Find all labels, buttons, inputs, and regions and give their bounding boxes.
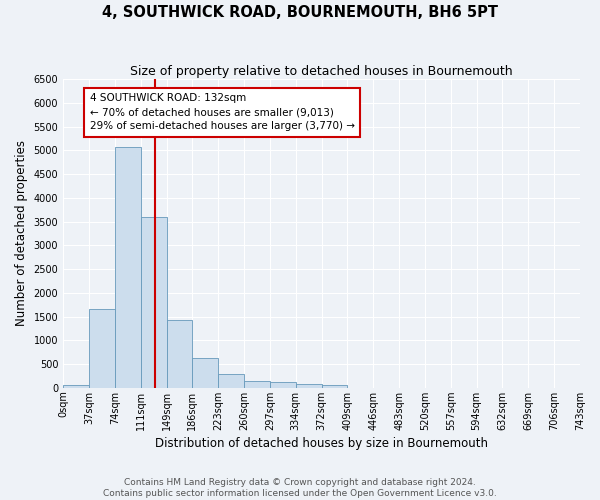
Bar bbox=[140, 218, 167, 388]
Text: 4 SOUTHWICK ROAD: 132sqm
← 70% of detached houses are smaller (9,013)
29% of sem: 4 SOUTHWICK ROAD: 132sqm ← 70% of detach… bbox=[90, 94, 355, 132]
Bar bbox=[63, 385, 89, 388]
Bar bbox=[322, 386, 347, 388]
Text: 4, SOUTHWICK ROAD, BOURNEMOUTH, BH6 5PT: 4, SOUTHWICK ROAD, BOURNEMOUTH, BH6 5PT bbox=[102, 5, 498, 20]
Bar bbox=[296, 384, 322, 388]
Y-axis label: Number of detached properties: Number of detached properties bbox=[15, 140, 28, 326]
Bar bbox=[89, 310, 115, 388]
Bar bbox=[167, 320, 193, 388]
Bar bbox=[270, 382, 296, 388]
X-axis label: Distribution of detached houses by size in Bournemouth: Distribution of detached houses by size … bbox=[155, 437, 488, 450]
Title: Size of property relative to detached houses in Bournemouth: Size of property relative to detached ho… bbox=[130, 65, 513, 78]
Bar bbox=[244, 380, 270, 388]
Bar bbox=[218, 374, 244, 388]
Bar bbox=[193, 358, 218, 388]
Text: Contains HM Land Registry data © Crown copyright and database right 2024.
Contai: Contains HM Land Registry data © Crown c… bbox=[103, 478, 497, 498]
Bar bbox=[115, 146, 140, 388]
